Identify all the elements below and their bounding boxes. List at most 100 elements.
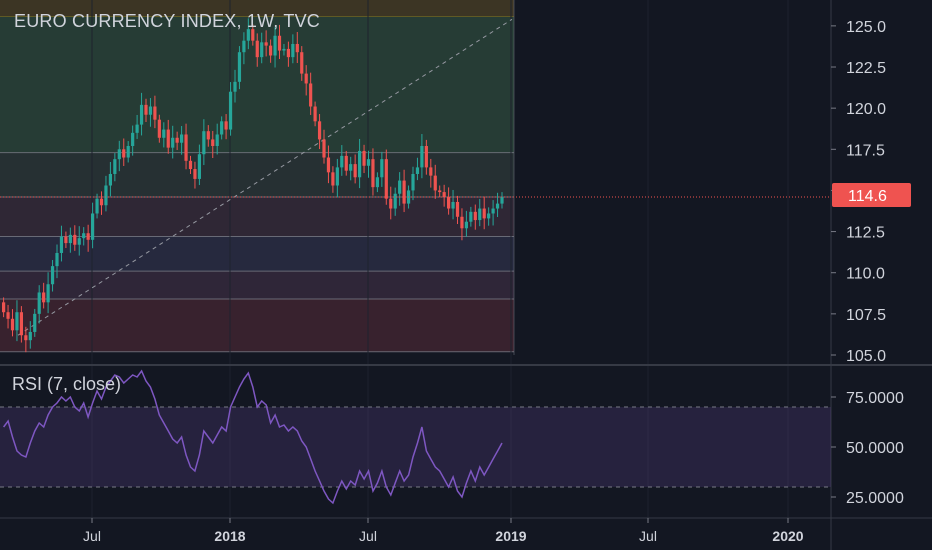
chart-title: EURO CURRENCY INDEX, 1W, TVC xyxy=(14,11,320,31)
candle xyxy=(366,150,371,178)
candle xyxy=(82,227,86,246)
candle xyxy=(389,186,393,220)
candle xyxy=(122,138,126,166)
candle xyxy=(411,166,415,201)
candle xyxy=(469,206,473,227)
candle xyxy=(380,151,384,187)
candle xyxy=(429,158,433,188)
fib-zone xyxy=(0,299,514,352)
price-tick-label: 110.0 xyxy=(846,266,885,283)
candle xyxy=(353,154,357,184)
rsi-line xyxy=(2,369,503,505)
candle xyxy=(55,244,59,279)
candle xyxy=(460,208,464,241)
candle xyxy=(384,149,388,205)
candle xyxy=(402,169,406,213)
candle xyxy=(335,158,339,198)
candle xyxy=(144,98,148,123)
candle xyxy=(424,139,428,175)
candle xyxy=(291,34,295,64)
candle xyxy=(237,46,242,90)
candle xyxy=(264,30,268,57)
candle xyxy=(86,224,90,252)
candle xyxy=(233,69,237,103)
price-tick-label: 112.5 xyxy=(846,225,885,242)
candle xyxy=(113,153,117,182)
rsi-title[interactable]: RSI (7, close) xyxy=(12,374,122,394)
fib-zone xyxy=(0,152,514,198)
candle xyxy=(42,282,46,309)
candle xyxy=(313,101,317,127)
candle xyxy=(180,126,184,155)
price-tick-label: 107.5 xyxy=(846,307,886,324)
price-tick-label: 117.5 xyxy=(846,142,885,159)
candle xyxy=(95,193,99,219)
candle xyxy=(197,144,201,186)
time-tick-label: Jul xyxy=(359,528,377,544)
candle xyxy=(420,134,424,179)
candle xyxy=(139,92,144,136)
fib-zone xyxy=(0,0,514,16)
candle xyxy=(117,140,121,172)
candle xyxy=(224,114,228,140)
candle xyxy=(393,187,397,216)
candle xyxy=(77,226,81,256)
candle xyxy=(455,195,460,225)
candle xyxy=(73,225,77,251)
candle xyxy=(135,114,139,139)
price-tick-label: 122.5 xyxy=(846,60,886,77)
candle xyxy=(322,129,326,164)
candle xyxy=(148,98,153,127)
time-tick-label: Jul xyxy=(83,528,101,544)
candle xyxy=(33,308,37,337)
fibonacci-retracement xyxy=(0,0,515,355)
price-tick-label: 125.0 xyxy=(846,19,886,36)
candle xyxy=(166,119,170,154)
candle xyxy=(282,43,286,56)
candle xyxy=(6,304,10,329)
candle xyxy=(188,155,193,174)
candle xyxy=(447,187,451,215)
candle xyxy=(340,145,344,176)
candle xyxy=(153,95,157,129)
candle xyxy=(91,202,95,249)
candle xyxy=(331,166,335,193)
time-tick-label: 2020 xyxy=(772,528,803,544)
candle xyxy=(309,72,313,115)
candlestick-series xyxy=(2,18,504,353)
candle xyxy=(375,172,379,193)
last-price-label: 114.6 xyxy=(848,188,887,205)
candle xyxy=(19,306,23,343)
time-tick-label: Jul xyxy=(639,528,657,544)
candle xyxy=(295,31,299,64)
fibonacci-trend-line xyxy=(17,18,513,336)
candle xyxy=(478,198,482,227)
candle xyxy=(193,161,197,189)
candle xyxy=(487,207,491,226)
candle xyxy=(277,24,282,60)
candle xyxy=(215,123,219,155)
time-axis[interactable]: Jul 2018 Jul 2019 Jul 2020 xyxy=(83,518,804,544)
candle xyxy=(228,82,233,136)
candle xyxy=(371,148,375,196)
candle xyxy=(211,130,215,158)
rsi-tick-label: 75.0000 xyxy=(846,390,904,407)
price-tick-label: 120.0 xyxy=(846,101,886,118)
candle xyxy=(104,175,108,212)
candle xyxy=(175,131,179,151)
candle xyxy=(255,33,259,67)
candle xyxy=(220,116,224,140)
candle xyxy=(398,172,402,206)
candle xyxy=(99,191,104,215)
candle xyxy=(28,321,32,349)
candle xyxy=(326,145,331,184)
time-tick-label: 2019 xyxy=(495,528,526,544)
rsi-axis[interactable]: 75.0000 50.0000 25.0000 xyxy=(831,390,904,507)
candle xyxy=(344,150,348,176)
candle xyxy=(64,231,68,249)
candle xyxy=(464,210,468,237)
candle xyxy=(415,157,420,181)
candle xyxy=(482,196,486,230)
candle xyxy=(300,46,304,81)
candle xyxy=(442,184,446,207)
